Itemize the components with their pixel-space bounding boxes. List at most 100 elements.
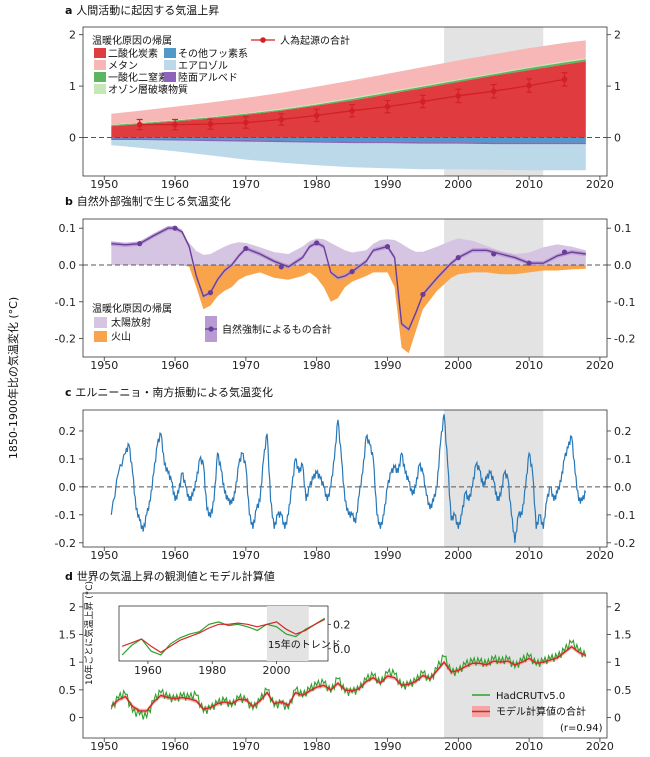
legend-label: 火山 — [111, 331, 131, 343]
y-tick-label-right: 0.0 — [614, 259, 632, 272]
x-tick-label: 2020 — [586, 549, 614, 562]
hadcrut-observed-line — [110, 639, 587, 720]
y-tick-label-right: 0 — [614, 712, 621, 725]
inset-annotation: 15年のトレンド — [268, 638, 341, 651]
natural-total-point — [137, 241, 143, 247]
y-tick-label: 0.5 — [59, 684, 77, 697]
legend-swatch — [164, 48, 176, 58]
x-tick-label: 1990 — [373, 359, 401, 372]
legend-swatch — [94, 331, 107, 342]
y-tick-label-right: 0.1 — [614, 222, 632, 235]
total-point — [243, 119, 249, 126]
x-tick-label: 1980 — [303, 359, 331, 372]
x-tick-label: 1960 — [161, 359, 189, 372]
total-point — [313, 112, 320, 119]
x-tick-label: 1970 — [232, 178, 260, 191]
x-tick-label: 1950 — [90, 178, 118, 191]
natural-total-point — [278, 264, 284, 270]
y-tick-label: 0 — [69, 712, 76, 725]
volcanic-area — [111, 265, 586, 354]
y-tick-label-right: 0 — [614, 131, 621, 144]
x-tick-label: 1960 — [161, 740, 189, 753]
y-tick-label: -0.2 — [55, 537, 76, 550]
y-tick-label: -0.1 — [55, 509, 76, 522]
natural-total-point — [207, 290, 214, 296]
y-tick-label-right: 0.0 — [614, 481, 632, 494]
natural-total-point — [349, 269, 355, 275]
y-tick-label-right: 1 — [614, 656, 621, 669]
total-point — [455, 93, 462, 99]
natural-total-point — [455, 255, 461, 261]
panel-title: a 人間活動に起因する気温上昇 — [65, 3, 219, 17]
shaded-period — [444, 593, 544, 738]
inset-y-tick-label: 0.0 — [333, 643, 351, 656]
panel-title-text: 自然外部強制で生じる気温変化 — [77, 194, 231, 208]
panel-d: d 世界の気温上昇の観測値とモデル計算値 1950 1960 1970 1980 1990… — [59, 569, 632, 753]
legend-heading: 温暖化原因の帰属 — [92, 302, 172, 315]
y-tick-label-right: -0.2 — [614, 333, 635, 346]
x-tick-label: 2000 — [444, 359, 472, 372]
legend-label: 太陽放射 — [111, 316, 151, 329]
x-tick-label: 2000 — [444, 549, 472, 562]
legend-swatch — [164, 72, 176, 82]
panel-title: d 世界の気温上昇の観測値とモデル計算値 — [65, 569, 275, 583]
natural-total-point — [172, 225, 178, 231]
x-tick-label: 2000 — [444, 178, 472, 191]
legend-label: モデル計算値の合計 — [496, 705, 586, 718]
total-point — [561, 76, 568, 83]
x-tick-label: 1970 — [232, 740, 260, 753]
panel-title: c エルニーニョ・南方振動による気温変化 — [65, 385, 273, 399]
legend-heading: 温暖化原因の帰属 — [92, 34, 172, 47]
panel-c: c エルニーニョ・南方振動による気温変化 1950 1960 1970 1980 1990… — [55, 385, 636, 562]
inset-shaded-period — [266, 606, 309, 661]
y-tick-label-right: 0.5 — [614, 684, 632, 697]
y-tick-label: 0.2 — [59, 425, 77, 438]
y-tick-label-right: 1.5 — [614, 629, 632, 642]
y-tick-label: 0.1 — [59, 222, 77, 235]
total-point — [207, 121, 214, 127]
total-point — [384, 103, 391, 110]
x-tick-label: 2020 — [586, 359, 614, 372]
axis-frame — [82, 218, 608, 358]
natural-total-point — [243, 245, 249, 252]
inset-y-axis-label: 10年ごとに気温上昇 (°C) — [83, 581, 95, 685]
natural-total-point — [526, 260, 532, 266]
legend-label: エアロゾル — [178, 60, 228, 72]
x-tick-label: 1980 — [303, 549, 331, 562]
panel-b: b 自然外部強制で生じる気温変化 1950 1960 1970 1980 1990 2000… — [55, 194, 636, 372]
axis-frame — [82, 26, 608, 177]
series-legend-marker — [208, 326, 214, 332]
inset-model-trend — [121, 618, 326, 654]
x-tick-label: 1960 — [161, 549, 189, 562]
x-tick-label: 1980 — [303, 178, 331, 191]
total-point — [420, 98, 426, 105]
legend-swatch — [164, 60, 176, 70]
fluorinated-area — [111, 137, 586, 143]
y-tick-label-right: -0.1 — [614, 296, 635, 309]
panel-title-text: エルニーニョ・南方振動による気温変化 — [75, 385, 273, 399]
methane-area — [111, 40, 586, 125]
series-legend-marker — [260, 37, 266, 43]
axis-frame — [82, 409, 608, 548]
total-point — [349, 107, 355, 114]
legend-label: その他フッ素系 — [178, 47, 248, 60]
y-tick-label: 0.0 — [59, 481, 77, 494]
legend-label: HadCRUTv5.0 — [496, 691, 565, 702]
y-tick-label-right: -0.2 — [614, 537, 635, 550]
x-tick-label: 1990 — [373, 549, 401, 562]
y-tick-label-right: 0.1 — [614, 453, 632, 466]
model-total-line — [110, 645, 587, 712]
co2-area — [111, 61, 586, 138]
panel-title-text: 人間活動に起因する気温上昇 — [76, 3, 219, 17]
series-legend-label: 自然強制によるもの合計 — [222, 323, 332, 336]
y-tick-label: 0 — [69, 131, 76, 144]
inset-x-tick-label: 1960 — [134, 664, 162, 677]
natural-total-point — [314, 240, 320, 246]
x-tick-label: 2020 — [586, 740, 614, 753]
x-tick-label: 2010 — [515, 178, 543, 191]
total-point — [136, 121, 143, 128]
land-albedo-area — [111, 138, 586, 145]
natural-total-point — [561, 249, 568, 255]
